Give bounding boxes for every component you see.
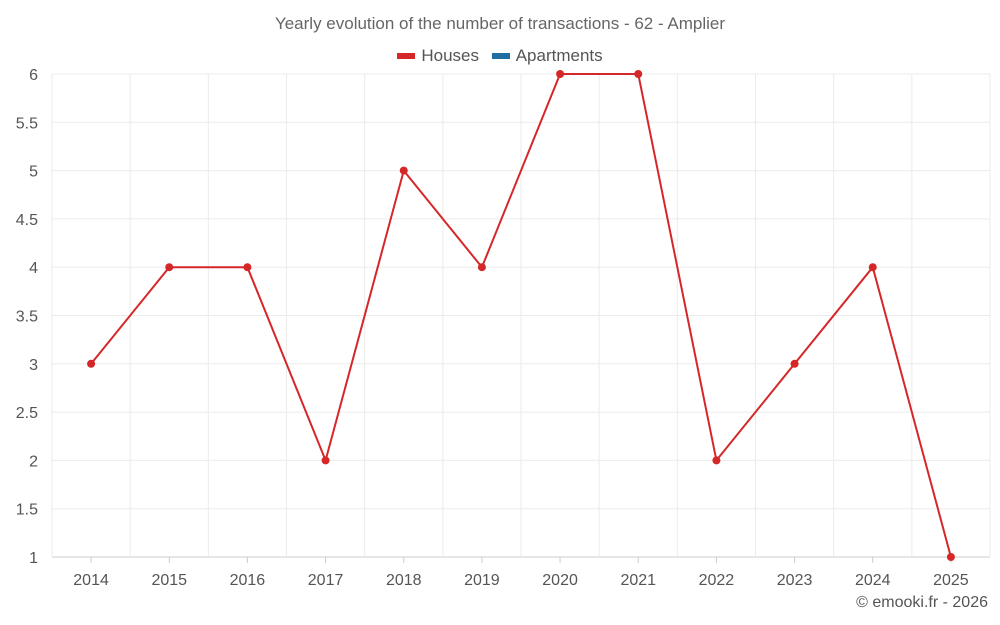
legend-label-apartments: Apartments [515,46,603,65]
y-tick-label: 1.5 [16,502,38,519]
x-tick-label: 2020 [542,572,578,589]
data-point-houses [399,166,408,175]
x-tick-label: 2023 [777,572,813,589]
x-tick-label: 2017 [308,572,344,589]
data-point-houses [87,359,96,368]
x-tick-label: 2016 [230,572,266,589]
legend: Houses Apartments [0,44,1000,66]
x-tick-label: 2021 [620,572,656,589]
x-tick-label: 2022 [699,572,735,589]
data-point-houses [165,263,174,272]
x-tick-label: 2018 [386,572,422,589]
data-point-houses [946,553,955,561]
data-point-houses [868,263,877,272]
y-tick-label: 4 [29,260,38,277]
y-tick-label: 2.5 [16,405,38,422]
data-point-houses [477,263,486,272]
y-tick-label: 3 [29,357,38,374]
data-point-houses [634,70,643,78]
data-point-houses [712,456,721,465]
y-tick-label: 5.5 [16,115,38,132]
y-tick-label: 5 [29,164,38,181]
y-tick-label: 6 [29,67,38,84]
x-tick-label: 2025 [933,572,969,589]
x-tick-label: 2014 [73,572,109,589]
credit-text: © emooki.fr - 2026 [856,594,988,611]
chart-title: Yearly evolution of the number of transa… [274,14,726,33]
data-point-houses [790,359,799,368]
x-tick-label: 2015 [151,572,187,589]
y-tick-label: 1 [29,550,38,567]
legend-item-apartments[interactable]: Apartments [491,46,603,66]
data-point-houses [556,70,565,78]
y-tick-label: 3.5 [16,309,38,326]
legend-swatch-houses [397,53,416,59]
y-tick-label: 4.5 [16,212,38,229]
data-point-houses [243,263,252,272]
legend-swatch-apartments [491,53,510,59]
legend-label-houses: Houses [421,46,479,65]
x-tick-label: 2019 [464,572,500,589]
series-line-houses [90,73,952,558]
y-tick-label: 2 [29,453,38,470]
legend-item-houses[interactable]: Houses [397,46,479,66]
data-point-houses [321,456,330,465]
x-tick-label: 2024 [855,572,891,589]
